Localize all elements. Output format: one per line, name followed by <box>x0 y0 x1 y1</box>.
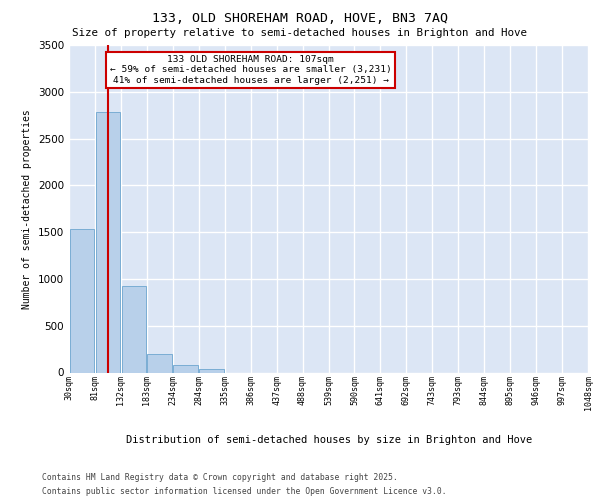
Text: Contains HM Land Registry data © Crown copyright and database right 2025.: Contains HM Land Registry data © Crown c… <box>42 472 398 482</box>
Bar <box>199 369 224 372</box>
Text: Contains public sector information licensed under the Open Government Licence v3: Contains public sector information licen… <box>42 486 446 496</box>
Bar <box>70 230 94 372</box>
Bar <box>173 364 198 372</box>
Text: 133, OLD SHOREHAM ROAD, HOVE, BN3 7AQ: 133, OLD SHOREHAM ROAD, HOVE, BN3 7AQ <box>152 12 448 26</box>
Text: Distribution of semi-detached houses by size in Brighton and Hove: Distribution of semi-detached houses by … <box>125 435 532 445</box>
Bar <box>148 354 172 372</box>
Bar <box>95 112 120 372</box>
Y-axis label: Number of semi-detached properties: Number of semi-detached properties <box>22 109 32 308</box>
Bar <box>122 286 146 372</box>
Text: 133 OLD SHOREHAM ROAD: 107sqm
← 59% of semi-detached houses are smaller (3,231)
: 133 OLD SHOREHAM ROAD: 107sqm ← 59% of s… <box>110 55 392 84</box>
Text: Size of property relative to semi-detached houses in Brighton and Hove: Size of property relative to semi-detach… <box>73 28 527 38</box>
